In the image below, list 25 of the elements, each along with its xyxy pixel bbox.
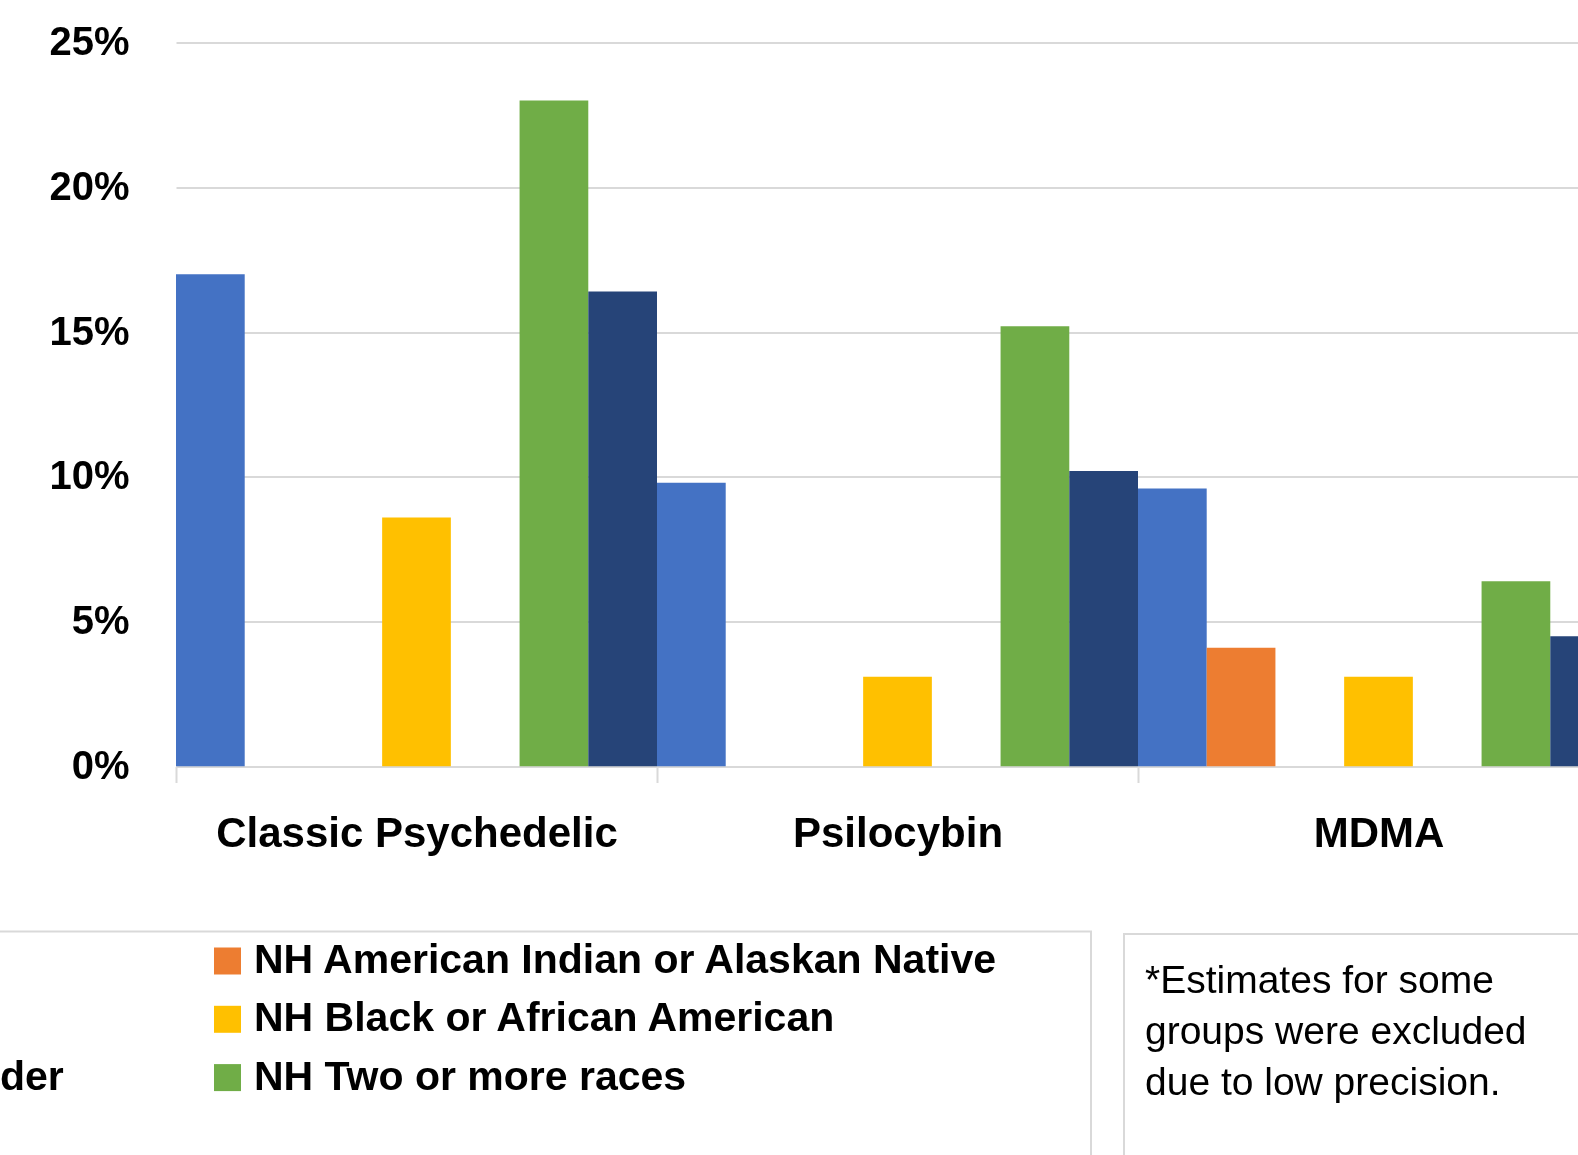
bar — [1206, 647, 1276, 767]
bar — [1000, 326, 1070, 767]
legend-label: NH American Indian or Alaskan Native — [254, 936, 997, 982]
x-tick-label: MDMA — [1313, 809, 1445, 856]
bar — [1069, 471, 1138, 767]
bar — [382, 517, 451, 767]
y-tick-label: 15% — [49, 308, 130, 353]
y-tick-label: 10% — [49, 453, 130, 498]
bar — [863, 676, 932, 767]
legend-label: NH Black or African American — [254, 994, 835, 1041]
bar — [657, 482, 726, 767]
bar — [1344, 676, 1413, 767]
y-tick-label: 5% — [71, 598, 130, 643]
bar — [519, 100, 589, 767]
text: *Estimates for some groups were excluded due to low precision. — [1145, 958, 1527, 1103]
bar — [588, 291, 657, 767]
y-tick-label: 20% — [49, 163, 130, 208]
bar — [176, 274, 245, 767]
legend-label: NH Two or more races — [254, 1052, 687, 1099]
bar — [1138, 488, 1207, 767]
x-tick-label: Classic Psychedelic — [216, 809, 618, 856]
x-tick-label: Psilocybin — [792, 809, 1004, 856]
text: der — [0, 1052, 64, 1099]
y-tick-label: 0% — [71, 743, 130, 787]
y-tick-label: 25% — [49, 19, 130, 63]
